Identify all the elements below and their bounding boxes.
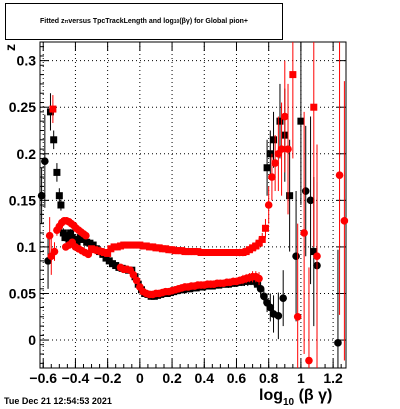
x-axis-label-rest: (β γ) (298, 387, 333, 404)
data-point-square (310, 103, 318, 111)
data-point-circle (266, 303, 275, 312)
data-point-circle (82, 231, 90, 240)
x-tick-label: 0.8 (259, 370, 279, 386)
y-tick-label: 0.3 (17, 53, 37, 69)
data-point-square (261, 224, 269, 232)
y-tick-label: 0.2 (17, 146, 37, 162)
x-tick-label: 1 (297, 370, 305, 386)
data-point-circle (260, 292, 268, 301)
data-point-square (289, 71, 297, 79)
data-point-square (253, 280, 261, 288)
timestamp: Tue Dec 21 12:54:53 2021 (4, 396, 112, 406)
data-point-square (67, 229, 75, 237)
data-point-circle (37, 191, 46, 200)
data-point-square (89, 241, 97, 249)
data-point-circle (306, 196, 315, 205)
x-tick-label: 0 (136, 370, 144, 386)
data-point-square (276, 117, 284, 125)
data-point-circle (340, 217, 349, 225)
data-point-square (286, 192, 294, 200)
data-point-square (255, 239, 263, 247)
data-point-square (50, 136, 58, 144)
data-point-square (73, 238, 81, 246)
data-point-circle (284, 145, 292, 153)
data-point-square (310, 248, 318, 256)
data-point-circle (45, 231, 54, 240)
x-tick-label: 0.4 (195, 370, 215, 386)
title-part-1: Fitted z (40, 18, 65, 25)
y-tick-label: 0.15 (9, 192, 36, 208)
data-point-square (258, 235, 266, 243)
x-axis-label: log10 (β γ) (259, 387, 332, 408)
data-point-circle (264, 201, 273, 209)
data-point-circle (293, 312, 302, 321)
data-point-circle (305, 356, 313, 365)
data-point-square (59, 229, 67, 237)
data-point-circle (256, 285, 265, 293)
y-tick-label: 0.1 (17, 239, 37, 255)
data-point-circle (41, 157, 49, 166)
data-point-square (266, 150, 274, 158)
data-point-circle (301, 187, 310, 195)
x-tick-label: −0.2 (94, 370, 122, 386)
data-point-circle (281, 112, 289, 121)
data-point-circle (50, 247, 59, 256)
data-point-square (263, 164, 271, 172)
data-point-circle (271, 159, 279, 167)
x-tick-label: −0.4 (62, 370, 90, 386)
data-point-circle (300, 229, 308, 237)
data-point-square (297, 117, 305, 125)
grid-lines (40, 42, 346, 368)
data-point-circle (268, 173, 276, 181)
x-tick-label: 0.6 (227, 370, 247, 386)
y-tick-label: 0.05 (9, 285, 36, 301)
data-point-circle (255, 274, 263, 283)
y-tick-label: 0 (28, 332, 36, 348)
x-axis-label-sub: 10 (283, 397, 295, 408)
data-point-circle (84, 250, 93, 259)
data-point-square (270, 136, 278, 144)
data-point-square (49, 105, 57, 113)
title-part-2: versus TpcTrackLength and log (68, 18, 174, 25)
data-point-square (53, 168, 61, 176)
data-point-circle (279, 294, 287, 302)
title-sub-10: 10 (173, 18, 180, 25)
title-part-3: (βγ) for Global pion+ (179, 18, 248, 25)
data-points (37, 42, 349, 368)
data-point-circle (292, 252, 300, 261)
chart-title: Fitted z π versus TpcTrackLength and log… (5, 3, 283, 40)
title-sub-pi: π (64, 18, 69, 25)
x-tick-label: 1.2 (323, 370, 343, 386)
data-point-circle (132, 276, 141, 285)
data-point-circle (313, 252, 321, 261)
x-axis-label-main: log (259, 387, 283, 404)
data-point-square (104, 249, 112, 257)
data-point-circle (334, 339, 342, 347)
data-point-circle (335, 171, 344, 179)
x-tick-label: −0.6 (29, 370, 57, 386)
x-tick-label: 0.2 (162, 370, 182, 386)
data-point-circle (274, 312, 283, 320)
y-tick-label: 0.25 (9, 99, 36, 115)
data-point-circle (129, 271, 138, 279)
data-point-square (55, 192, 63, 200)
tick-labels: −0.6 −0.4 −0.2 0 0.2 0.4 0.6 0.8 1 1.2 0 0.05 0.1 0.1… (9, 53, 343, 386)
data-point-circle (277, 145, 286, 153)
data-point-square (57, 201, 65, 209)
